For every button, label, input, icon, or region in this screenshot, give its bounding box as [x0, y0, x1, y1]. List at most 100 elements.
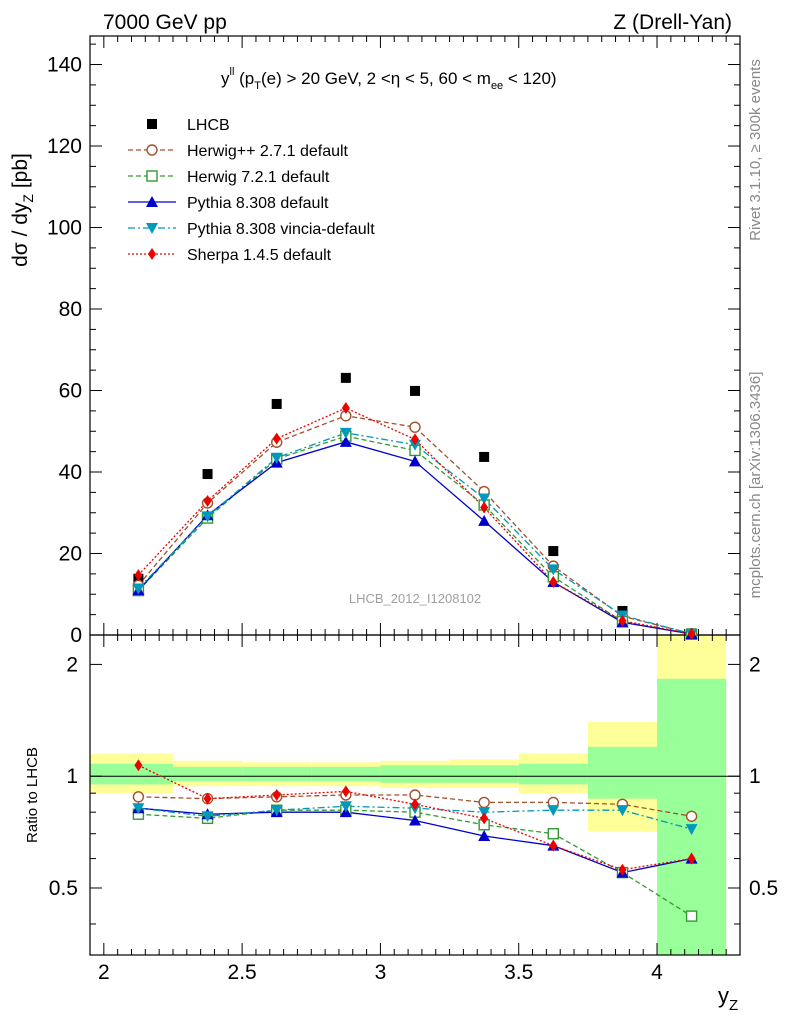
- legend-label-sherpa: Sherpa 1.4.5 default: [187, 247, 332, 264]
- rivet-label: Rivet 3.1.10, ≥ 300k events: [747, 59, 764, 241]
- point-top-LHCB-3: [340, 372, 351, 383]
- x-tick-label-2.5: 2.5: [228, 961, 257, 984]
- point-top-LHCB-6: [548, 546, 559, 557]
- ylabel-top-a: dσ / dy: [9, 202, 32, 267]
- uncertainty-bands: [90, 635, 727, 955]
- y-tick-label-ratio-left-2: 2: [66, 653, 78, 676]
- band-inner-bin-7: [587, 746, 658, 799]
- xlabel-a: y: [718, 983, 729, 1008]
- point-top-sherpa-8: [687, 627, 696, 640]
- ylabel-top: dσ / dyZ [pb]: [9, 153, 36, 267]
- legend-label-herwigpp: Herwig++ 2.7.1 default: [187, 143, 349, 160]
- x-tick-label-2: 2: [98, 961, 110, 984]
- point-top-vincia-5: [478, 493, 491, 505]
- point-ratio-sherpa-4: [411, 798, 419, 811]
- point-ratio-sherpa-7: [618, 863, 627, 876]
- band-inner-bin-5: [449, 765, 519, 783]
- title-mid: (e) > 20 GeV, 2 <η < 5, 60 < m: [261, 69, 491, 88]
- point-ratio-vincia-1: [201, 811, 214, 823]
- band-inner-bin-3: [311, 766, 381, 782]
- header-left: 7000 GeV pp: [103, 11, 227, 34]
- point-ratio-vincia-3: [339, 801, 352, 813]
- point-top-vincia-6: [547, 564, 560, 576]
- point-ratio-pythia-4: [409, 814, 421, 826]
- point-ratio-vincia-7: [616, 805, 629, 817]
- y-tick-label-ratio-right-1: 1: [749, 765, 761, 788]
- legend-label-pythia: Pythia 8.308 default: [187, 195, 329, 212]
- legend-label-LHCB: LHCB: [187, 117, 230, 134]
- point-ratio-herwigpp-0: [132, 791, 145, 803]
- y-tick-label-ratio-left-0.5: 0.5: [49, 877, 78, 900]
- point-ratio-vincia-2: [270, 805, 283, 817]
- legend-marker-pythia: [146, 196, 158, 207]
- line-top-sherpa: [137, 407, 692, 635]
- y-tick-label-ratio-right-0.5: 0.5: [749, 877, 778, 900]
- y-tick-label-top-0: 0: [70, 624, 82, 647]
- point-ratio-sherpa-8: [687, 852, 696, 865]
- point-top-sherpa-2: [272, 432, 281, 445]
- point-ratio-sherpa-1: [203, 792, 212, 805]
- y-tick-label-ratio-right-2: 2: [749, 653, 761, 676]
- x-tick-label-4: 4: [651, 961, 663, 984]
- point-top-vincia-2: [270, 452, 283, 464]
- title-main: y: [221, 69, 230, 88]
- point-top-sherpa-7: [618, 614, 627, 627]
- legend-marker-LHCB: [147, 119, 157, 129]
- xlabel: yZ: [718, 983, 738, 1014]
- band-inner-bin-6: [518, 763, 588, 785]
- point-top-herwigpp-4: [409, 421, 421, 433]
- point-ratio-sherpa-6: [549, 839, 558, 852]
- legend-marker-sherpa: [148, 248, 156, 260]
- series-lines: [137, 407, 692, 917]
- legend: LHCB Herwig++ 2.7.1 default Herwig 7.2.1 d…: [128, 117, 375, 264]
- point-ratio-herwigpp-5: [478, 796, 490, 809]
- point-top-vincia-3: [339, 427, 352, 439]
- point-top-vincia-0: [132, 583, 145, 595]
- point-ratio-vincia-6: [547, 805, 560, 817]
- title-m-sub: ee: [491, 80, 503, 92]
- point-top-sherpa-3: [341, 402, 350, 415]
- band-inner-bin-0: [90, 763, 173, 785]
- legend-marker-herwigpp: [146, 144, 158, 156]
- point-ratio-sherpa-5: [480, 812, 489, 825]
- y-tick-label-top-140: 140: [47, 54, 82, 77]
- y-tick-label-top-120: 120: [47, 135, 82, 158]
- point-ratio-herwig7-8: [685, 910, 698, 922]
- ratio-plot-frame: [89, 634, 741, 956]
- title-end: < 120): [503, 69, 556, 88]
- band-inner-bin-1: [172, 766, 243, 782]
- plot-title: yll (pT(e) > 20 GeV, 2 <η < 5, 60 < mee …: [221, 66, 557, 92]
- y-tick-label-top-40: 40: [59, 461, 82, 484]
- point-top-pythia-5: [478, 514, 491, 526]
- point-top-LHCB-4: [410, 385, 420, 396]
- legend-marker-vincia: [146, 223, 158, 234]
- band-inner-bin-4: [380, 765, 450, 783]
- x-tick-label-3.5: 3.5: [504, 961, 533, 984]
- point-ratio-pythia-5: [478, 830, 491, 842]
- point-ratio-vincia-8: [685, 824, 698, 836]
- title-p-sub: T: [254, 80, 261, 92]
- point-top-sherpa-6: [549, 576, 558, 589]
- point-top-sherpa-0: [134, 569, 143, 582]
- point-top-vincia-1: [201, 511, 214, 523]
- series-markers: [132, 372, 698, 922]
- point-top-pythia-3: [339, 435, 352, 447]
- xlabel-sub: Z: [729, 997, 738, 1014]
- point-top-pythia-4: [409, 455, 421, 467]
- y-tick-label-top-100: 100: [47, 217, 82, 240]
- ylabel-ratio: Ratio to LHCB: [24, 747, 41, 843]
- point-top-sherpa-4: [411, 433, 419, 446]
- y-tick-label-top-20: 20: [59, 543, 82, 566]
- line-ratio-vincia: [138, 805, 692, 830]
- title-main-sup: ll: [230, 66, 235, 78]
- band-inner-bin-2: [242, 766, 312, 782]
- point-ratio-vincia-0: [132, 803, 145, 815]
- point-top-sherpa-5: [480, 501, 489, 514]
- line-ratio-herwig7: [138, 809, 692, 917]
- y-tick-label-top-80: 80: [59, 298, 82, 321]
- point-ratio-herwigpp-8: [685, 810, 698, 822]
- mcplots-label: mcplots.cern.ch [arXiv:1306.3436]: [747, 372, 764, 599]
- point-ratio-herwig7-6: [547, 828, 559, 840]
